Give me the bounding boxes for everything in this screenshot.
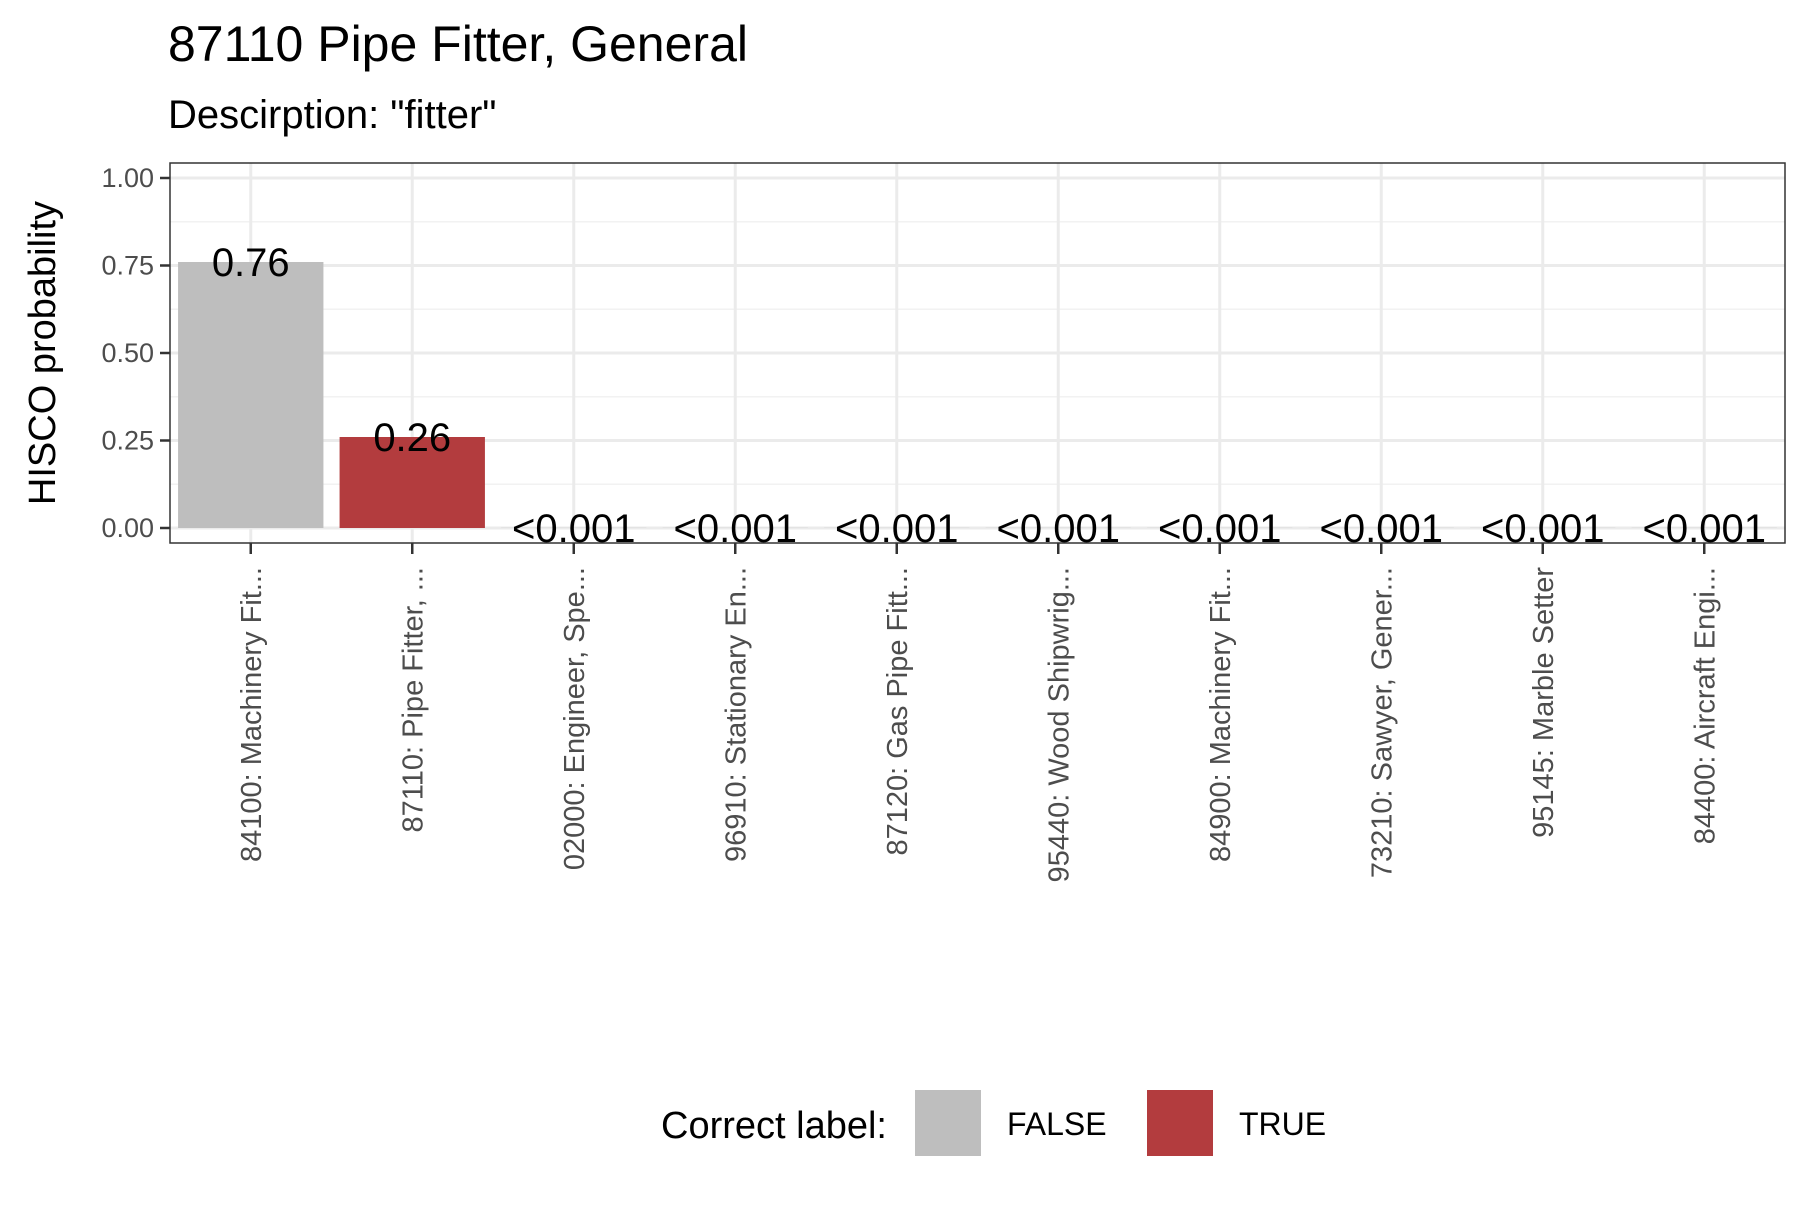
- y-axis-title: HISCO probability: [22, 201, 64, 505]
- x-tick-label: 87120: Gas Pipe Fitt...: [882, 567, 914, 856]
- chart-subtitle: Descirption: "fitter": [168, 93, 497, 137]
- data-label: 0.26: [373, 416, 451, 460]
- x-tick-label: 87110: Pipe Fitter, ...: [397, 567, 429, 832]
- y-tick-label: 0.25: [101, 426, 154, 456]
- x-tick-label: 84900: Machinery Fit...: [1205, 567, 1237, 862]
- y-tick-label: 1.00: [101, 163, 154, 193]
- x-tick-label: 73210: Sawyer, Gener...: [1366, 567, 1398, 878]
- legend: Correct label: FALSE TRUE: [661, 1090, 1326, 1156]
- data-label: 0.76: [212, 241, 290, 285]
- legend-key-false: [915, 1090, 981, 1156]
- x-tick-label: 84100: Machinery Fit...: [236, 567, 268, 862]
- chart-title: 87110 Pipe Fitter, General: [168, 16, 748, 72]
- legend-label-false: FALSE: [1007, 1106, 1107, 1142]
- x-tick-label: 84400: Aircraft Engi...: [1689, 567, 1721, 844]
- x-tick-label: 95145: Marble Setter: [1528, 567, 1560, 838]
- y-tick-label: 0.75: [101, 251, 154, 281]
- x-tick-label: 95440: Wood Shipwrig...: [1043, 567, 1075, 882]
- legend-label-true: TRUE: [1239, 1106, 1326, 1142]
- legend-title: Correct label:: [661, 1105, 887, 1147]
- x-tick-label: 02000: Engineer, Spe...: [559, 567, 591, 870]
- y-tick-label: 0.50: [101, 338, 154, 368]
- bar-1: [178, 262, 323, 528]
- plot-area: 0.760.26<0.001<0.001<0.001<0.001<0.001<0…: [22, 163, 1785, 882]
- legend-key-true: [1147, 1090, 1213, 1156]
- y-tick-label: 0.00: [101, 513, 154, 543]
- x-tick-label: 96910: Stationary En...: [720, 567, 752, 862]
